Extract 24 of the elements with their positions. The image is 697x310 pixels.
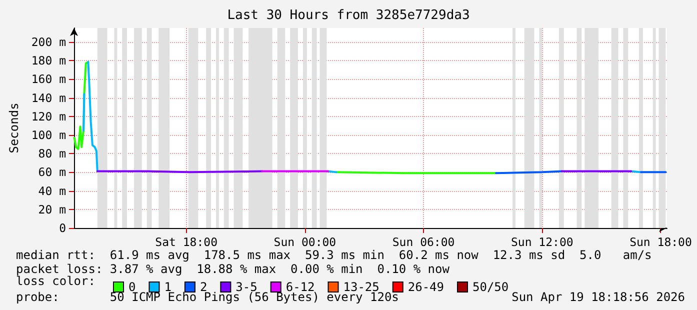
y-tick-label: 180 m [31, 54, 66, 68]
x-tick-label: Sun 06:00 [392, 235, 455, 249]
legend-label: 26-49 [408, 280, 444, 294]
x-tick-label: Sun 00:00 [274, 235, 336, 249]
y-tick-label: 80 m [38, 146, 66, 161]
x-tick-label: Sun 18:00 [630, 235, 692, 249]
y-tick-label: 100 m [31, 128, 66, 142]
chart-title: Last 30 Hours from 3285e7729da3 [227, 8, 470, 23]
y-tick-label: 200 m [31, 34, 66, 49]
y-tick-label: 60 m [38, 165, 66, 180]
x-tick-label: Sun 12:00 [510, 235, 574, 249]
legend-title: loss color: [16, 274, 96, 288]
y-axis-title: Seconds [7, 102, 21, 154]
y-tick-label: 160 m [31, 72, 66, 86]
x-tick-label: Sat 18:00 [155, 235, 218, 249]
legend-label: 50/50 [472, 280, 509, 294]
y-tick-label: 20 m [38, 202, 66, 216]
text: Sun Apr 19 18:18:56 2026 [512, 290, 685, 304]
text: median rtt: 61.9 ms avg 178.5 ms max 59.3 ms min 60.2 ms now 12.3 ms sd 5.0 am/s [16, 248, 652, 262]
y-tick-label: 120 m [31, 109, 66, 124]
y-tick-label: 40 m [38, 184, 66, 198]
y-tick-label: 0 [59, 221, 66, 235]
y-tick-label: 140 m [31, 90, 66, 105]
text: packet loss: 3.87 % avg 18.88 % max 0.00 % min 0.10 % now [16, 262, 450, 276]
